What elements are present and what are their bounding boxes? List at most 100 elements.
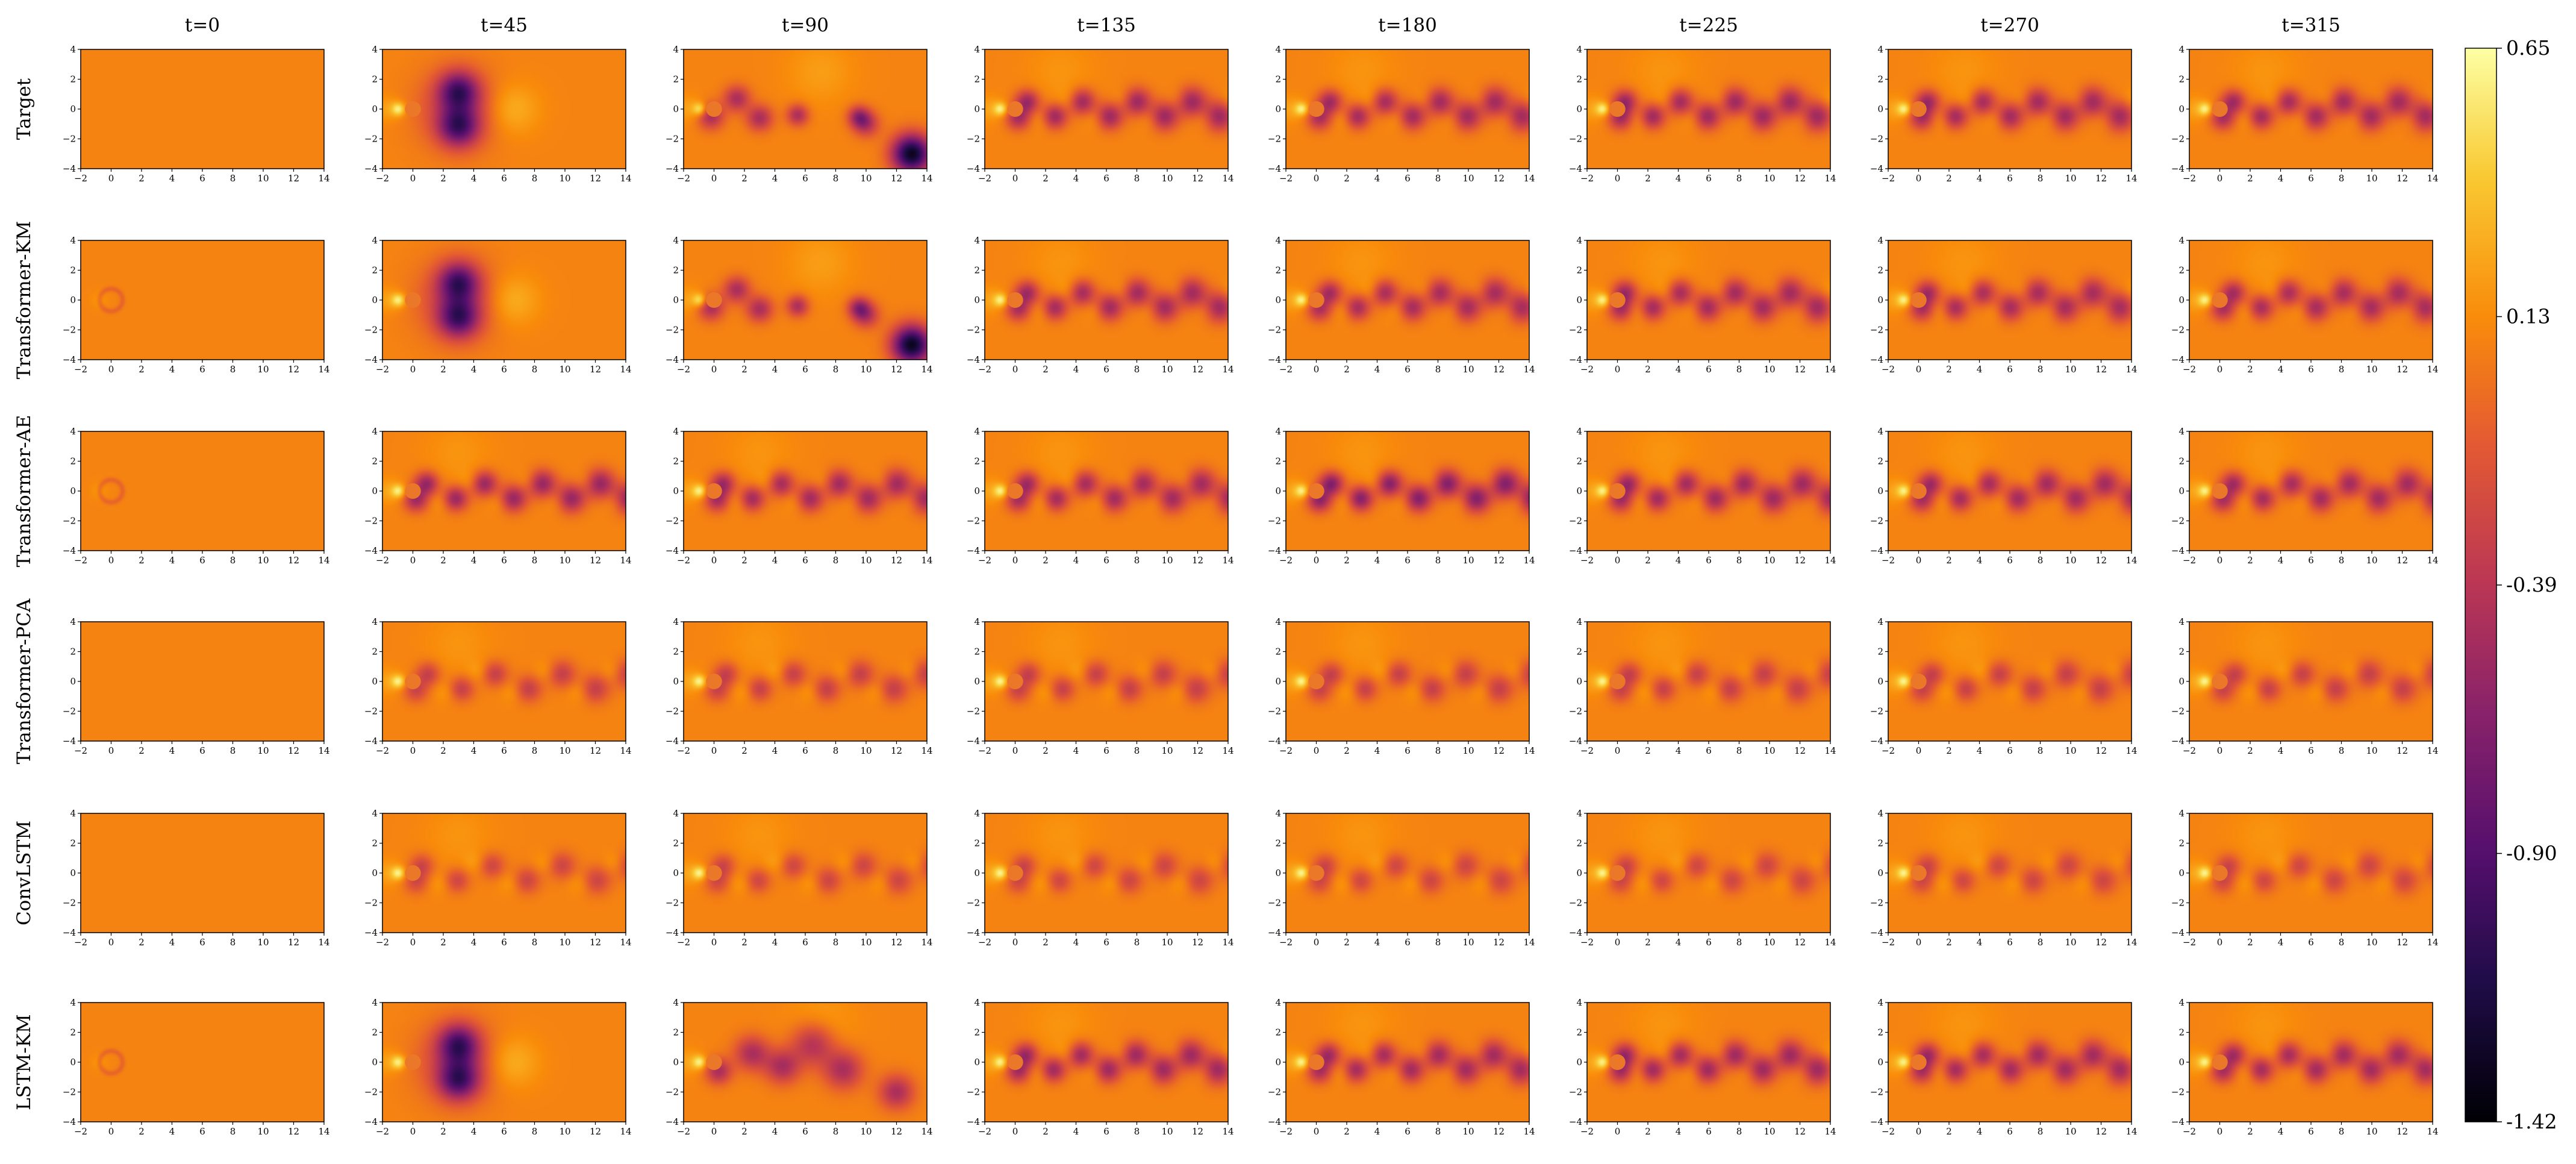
- y-tick-label: 0: [372, 104, 378, 114]
- y-tick-label: −4: [2171, 354, 2185, 365]
- x-tick-label: 2: [440, 555, 446, 566]
- x-tick-label: 12: [2095, 364, 2107, 375]
- x-tick-label: 2: [1344, 364, 1350, 375]
- x-tick-label: 6: [1405, 1126, 1411, 1137]
- heatmap-field: [684, 1003, 927, 1122]
- x-tick-label: 2: [2247, 937, 2253, 948]
- x-tick-label: 4: [1977, 745, 1983, 756]
- x-tick-label: 10: [1764, 364, 1775, 375]
- heatmap-field: [1587, 49, 1830, 169]
- x-tick-label: 10: [1161, 745, 1173, 756]
- y-tick-label: 2: [974, 646, 980, 657]
- x-tick-label: 0: [711, 173, 717, 184]
- x-tick-label: 0: [2217, 173, 2223, 184]
- y-tick-label: −4: [1569, 736, 1582, 746]
- x-tick-label: 10: [1764, 1126, 1775, 1137]
- y-tick-label: 2: [1576, 646, 1582, 657]
- x-tick-label: 8: [1134, 937, 1140, 948]
- y-tick-label: 2: [70, 74, 76, 85]
- y-tick-label: 0: [1877, 868, 1883, 878]
- x-tick-label: 8: [230, 555, 236, 566]
- x-tick-label: −2: [1882, 173, 1895, 184]
- cylinder-obstacle: [2212, 674, 2228, 689]
- colorbar-gradient: [2465, 48, 2497, 1122]
- heatmap-field: [684, 622, 927, 741]
- x-tick-label: 0: [108, 555, 114, 566]
- x-tick-label: 6: [1405, 745, 1411, 756]
- y-tick-label: −2: [2171, 325, 2185, 336]
- cylinder-obstacle: [1609, 483, 1626, 499]
- y-tick-label: 4: [1275, 616, 1281, 627]
- y-tick-label: −4: [1569, 163, 1582, 174]
- x-tick-label: 12: [1794, 745, 1806, 756]
- y-tick-label: 4: [1877, 426, 1883, 437]
- x-tick-label: 4: [471, 555, 477, 566]
- x-tick-label: 6: [501, 364, 507, 375]
- x-tick-label: 2: [1344, 1126, 1350, 1137]
- x-tick-label: −2: [978, 173, 991, 184]
- heatmap-field: [1587, 622, 1830, 741]
- x-tick-label: 6: [2007, 745, 2013, 756]
- y-tick-label: −4: [1870, 736, 1883, 746]
- x-tick-label: 0: [1615, 173, 1621, 184]
- x-tick-label: 6: [199, 1126, 205, 1137]
- x-tick-label: 12: [2397, 364, 2408, 375]
- x-tick-label: 8: [1134, 1126, 1140, 1137]
- y-tick-label: 0: [1576, 486, 1582, 496]
- x-tick-label: 6: [2007, 1126, 2013, 1137]
- colorbar-tick-label: 0.65: [2506, 36, 2550, 60]
- y-tick-label: −4: [1569, 545, 1582, 556]
- x-tick-label: 14: [318, 173, 329, 184]
- y-tick-label: 2: [673, 456, 679, 467]
- y-tick-label: 0: [372, 676, 378, 687]
- x-tick-label: 8: [1435, 937, 1441, 948]
- x-tick-label: 2: [1645, 364, 1651, 375]
- x-tick-label: 14: [318, 1126, 329, 1137]
- heatmap-field: [985, 1003, 1228, 1122]
- x-tick-label: −2: [2183, 1126, 2196, 1137]
- x-tick-label: 10: [1462, 1126, 1474, 1137]
- x-tick-label: 12: [590, 555, 601, 566]
- y-tick-label: 2: [673, 1027, 679, 1038]
- x-tick-label: 2: [440, 745, 446, 756]
- x-tick-label: −2: [376, 173, 389, 184]
- x-tick-label: 14: [921, 1126, 932, 1137]
- y-tick-label: 2: [1877, 1027, 1883, 1038]
- y-tick-label: 4: [673, 616, 679, 627]
- x-tick-label: 6: [2308, 1126, 2314, 1137]
- y-tick-label: −4: [967, 736, 980, 746]
- heatmap-field: [2189, 813, 2433, 933]
- x-tick-label: −2: [1882, 555, 1895, 566]
- heatmap-field: [985, 431, 1228, 551]
- x-tick-label: 4: [1073, 173, 1079, 184]
- y-tick-label: 2: [974, 456, 980, 467]
- x-tick-label: 14: [1222, 364, 1233, 375]
- x-tick-label: 2: [741, 364, 747, 375]
- heatmap-field: [81, 813, 324, 933]
- x-tick-label: 10: [559, 937, 570, 948]
- x-tick-label: 8: [2339, 1126, 2345, 1137]
- x-tick-label: 12: [288, 937, 299, 948]
- x-tick-label: 6: [802, 1126, 808, 1137]
- heatmap-field: [684, 813, 927, 933]
- x-tick-label: −2: [1580, 364, 1594, 375]
- x-tick-label: −2: [677, 173, 690, 184]
- y-tick-label: 4: [1877, 616, 1883, 627]
- column-title: t=270: [1980, 14, 2039, 36]
- y-tick-label: 0: [70, 295, 76, 305]
- y-tick-label: 2: [1275, 456, 1281, 467]
- cylinder-obstacle: [1910, 1054, 1927, 1070]
- x-tick-label: 0: [2217, 555, 2223, 566]
- x-tick-label: 0: [108, 1126, 114, 1137]
- x-tick-label: 6: [802, 555, 808, 566]
- x-tick-label: 4: [1676, 937, 1682, 948]
- y-tick-label: 4: [673, 997, 679, 1008]
- x-tick-label: 0: [410, 745, 416, 756]
- y-tick-label: −4: [2171, 736, 2185, 746]
- x-tick-label: 12: [891, 555, 902, 566]
- y-tick-label: 2: [1576, 456, 1582, 467]
- x-tick-label: 10: [1462, 745, 1474, 756]
- y-tick-label: −2: [364, 898, 378, 909]
